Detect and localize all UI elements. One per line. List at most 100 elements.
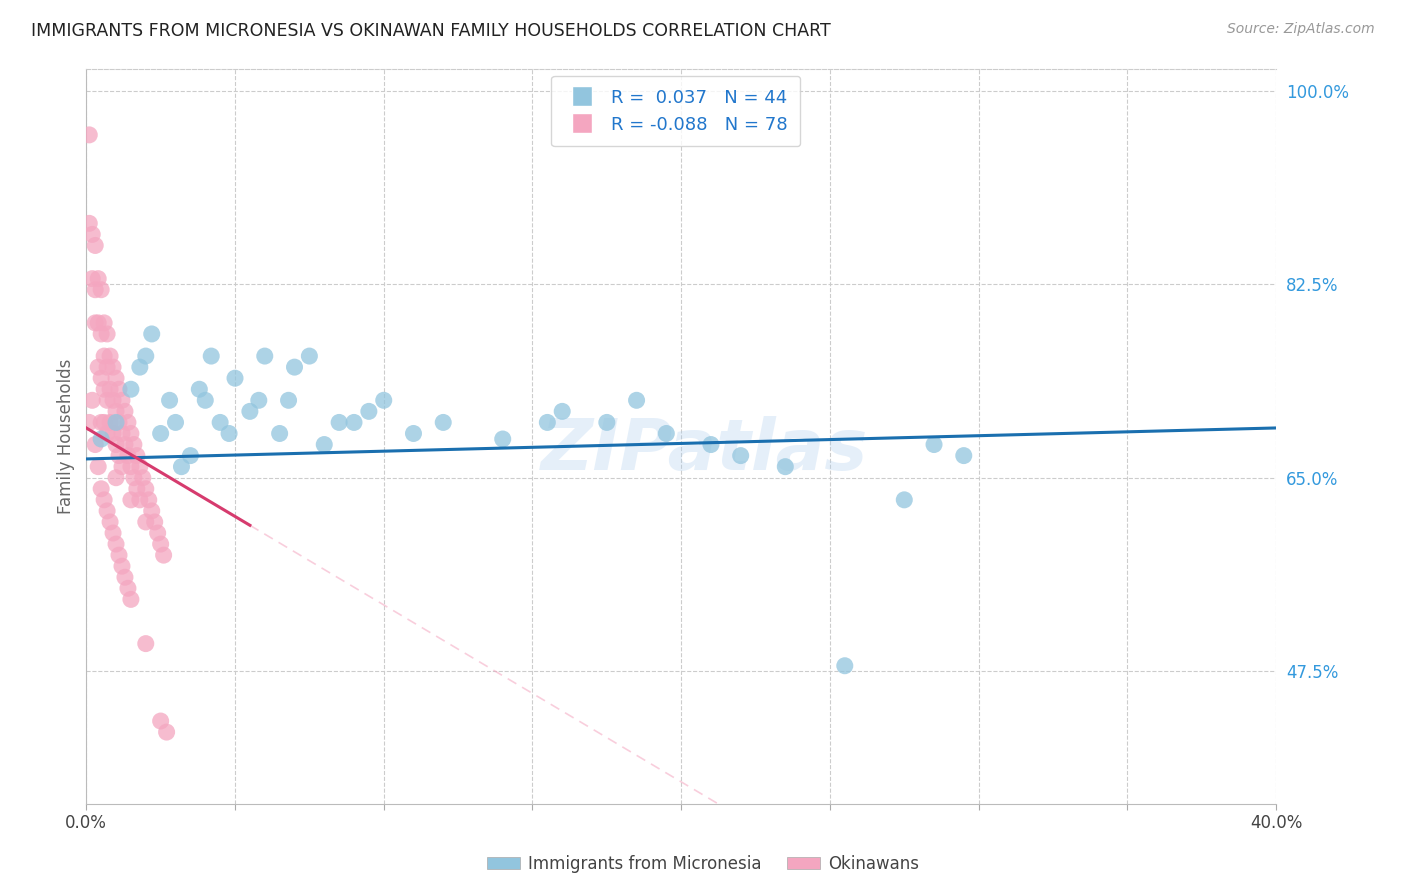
Point: [253, 349, 276, 363]
Point: [125, 449, 148, 463]
Point: [730, 449, 752, 463]
Point: [922, 437, 945, 451]
Point: [98, 416, 121, 430]
Point: [93, 316, 115, 330]
Point: [101, 526, 124, 541]
Point: [117, 416, 139, 430]
Point: [90, 482, 112, 496]
Point: [84, 437, 107, 451]
Text: Source: ZipAtlas.com: Source: ZipAtlas.com: [1227, 22, 1375, 37]
Point: [138, 492, 160, 507]
Point: [120, 492, 142, 507]
Point: [93, 349, 115, 363]
Point: [626, 393, 648, 408]
Point: [135, 349, 157, 363]
Point: [149, 537, 172, 551]
Point: [93, 416, 115, 430]
Point: [328, 416, 350, 430]
Point: [247, 393, 270, 408]
Point: [93, 382, 115, 396]
Point: [87, 271, 110, 285]
Point: [96, 326, 118, 341]
Point: [108, 449, 131, 463]
Point: [82, 271, 104, 285]
Point: [105, 404, 128, 418]
Point: [165, 416, 187, 430]
Point: [200, 349, 222, 363]
Point: [77, 128, 100, 142]
Point: [141, 504, 163, 518]
Point: [90, 432, 112, 446]
Point: [82, 393, 104, 408]
Point: [111, 426, 134, 441]
Point: [655, 426, 678, 441]
Point: [120, 382, 142, 396]
Point: [218, 426, 240, 441]
Point: [82, 227, 104, 242]
Point: [132, 471, 155, 485]
Point: [96, 504, 118, 518]
Point: [114, 404, 136, 418]
Point: [90, 283, 112, 297]
Point: [149, 426, 172, 441]
Point: [122, 437, 145, 451]
Point: [834, 658, 856, 673]
Point: [283, 360, 305, 375]
Point: [596, 416, 619, 430]
Point: [90, 371, 112, 385]
Point: [128, 360, 150, 375]
Point: [125, 482, 148, 496]
Point: [179, 449, 201, 463]
Point: [146, 526, 169, 541]
Point: [96, 360, 118, 375]
Text: IMMIGRANTS FROM MICRONESIA VS OKINAWAN FAMILY HOUSEHOLDS CORRELATION CHART: IMMIGRANTS FROM MICRONESIA VS OKINAWAN F…: [31, 22, 831, 40]
Point: [105, 471, 128, 485]
Point: [120, 426, 142, 441]
Point: [120, 459, 142, 474]
Point: [277, 393, 299, 408]
Point: [492, 432, 515, 446]
Y-axis label: Family Households: Family Households: [58, 359, 75, 514]
Point: [108, 416, 131, 430]
Point: [135, 482, 157, 496]
Point: [170, 459, 193, 474]
Point: [87, 459, 110, 474]
Point: [77, 416, 100, 430]
Point: [98, 382, 121, 396]
Point: [357, 404, 380, 418]
Point: [87, 316, 110, 330]
Point: [105, 371, 128, 385]
Point: [114, 437, 136, 451]
Point: [700, 437, 723, 451]
Point: [96, 426, 118, 441]
Point: [101, 426, 124, 441]
Point: [893, 492, 915, 507]
Point: [87, 360, 110, 375]
Point: [120, 592, 142, 607]
Point: [105, 416, 128, 430]
Point: [155, 725, 177, 739]
Point: [128, 459, 150, 474]
Point: [188, 382, 211, 396]
Point: [105, 437, 128, 451]
Point: [90, 326, 112, 341]
Point: [93, 492, 115, 507]
Point: [84, 238, 107, 252]
Point: [108, 548, 131, 562]
Point: [775, 459, 797, 474]
Legend: Immigrants from Micronesia, Okinawans: Immigrants from Micronesia, Okinawans: [479, 848, 927, 880]
Point: [149, 714, 172, 728]
Point: [551, 404, 574, 418]
Point: [84, 283, 107, 297]
Point: [343, 416, 366, 430]
Legend: R =  0.037   N = 44, R = -0.088   N = 78: R = 0.037 N = 44, R = -0.088 N = 78: [551, 76, 800, 146]
Point: [952, 449, 974, 463]
Point: [98, 349, 121, 363]
Point: [111, 459, 134, 474]
Point: [111, 559, 134, 574]
Point: [135, 515, 157, 529]
Point: [152, 548, 174, 562]
Point: [90, 416, 112, 430]
Point: [98, 515, 121, 529]
Point: [122, 471, 145, 485]
